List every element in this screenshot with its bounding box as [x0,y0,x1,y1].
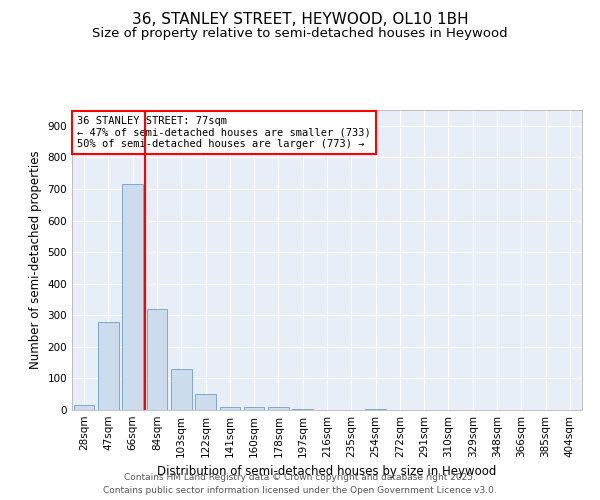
Bar [74,406,94,410]
Text: 36, STANLEY STREET, HEYWOOD, OL10 1BH: 36, STANLEY STREET, HEYWOOD, OL10 1BH [131,12,469,28]
Bar [365,409,386,410]
Bar [244,407,265,410]
Bar [171,369,191,410]
Text: Size of property relative to semi-detached houses in Heywood: Size of property relative to semi-detach… [92,28,508,40]
X-axis label: Distribution of semi-detached houses by size in Heywood: Distribution of semi-detached houses by … [157,466,497,478]
Bar [146,309,167,410]
Y-axis label: Number of semi-detached properties: Number of semi-detached properties [29,150,42,370]
Text: 36 STANLEY STREET: 77sqm
← 47% of semi-detached houses are smaller (733)
50% of : 36 STANLEY STREET: 77sqm ← 47% of semi-d… [77,116,371,149]
Bar [268,407,289,410]
Bar [195,394,216,410]
Bar [98,322,119,410]
Bar [220,407,240,410]
Bar [122,184,143,410]
Text: Contains HM Land Registry data © Crown copyright and database right 2025.
Contai: Contains HM Land Registry data © Crown c… [103,474,497,495]
Bar [292,409,313,410]
